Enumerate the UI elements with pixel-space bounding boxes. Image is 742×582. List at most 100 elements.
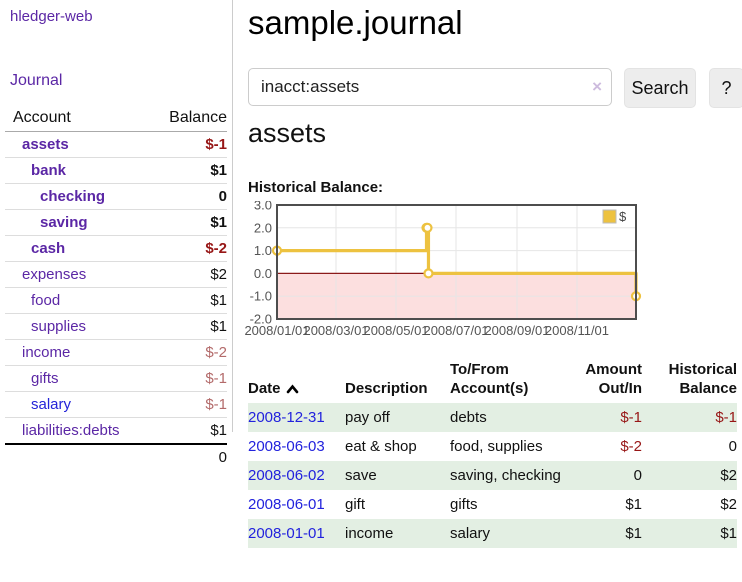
sidebar-account-row: saving $1 bbox=[5, 209, 227, 236]
transaction-date-cell: 2008-06-01 bbox=[248, 490, 345, 519]
chart-title: Historical Balance: bbox=[248, 179, 384, 196]
sidebar-account-link-supplies[interactable]: supplies bbox=[31, 318, 87, 335]
sidebar-account-row: supplies $1 bbox=[5, 313, 227, 340]
sidebar-account-link-checking[interactable]: checking bbox=[40, 188, 106, 205]
transaction-accounts-cell: saving, checking bbox=[450, 467, 561, 484]
sidebar-account-row: income $-2 bbox=[5, 339, 227, 366]
sidebar-account-link-cash[interactable]: cash bbox=[31, 240, 66, 257]
account-balance: $-1 bbox=[205, 136, 227, 153]
transaction-amount-cell: 0 bbox=[633, 467, 642, 484]
clear-search-icon[interactable]: × bbox=[592, 77, 602, 96]
x-axis-tick-label: 2008/07/01 bbox=[423, 323, 488, 338]
account-name-cell: gifts bbox=[5, 365, 153, 392]
register-row: 2008-12-31 pay off debts $-1 $-1 bbox=[248, 403, 737, 432]
account-balance: $2 bbox=[152, 261, 227, 288]
sidebar-account-row: bank $1 bbox=[5, 157, 227, 184]
account-balance: $-1 bbox=[152, 365, 227, 392]
data-point-marker bbox=[422, 222, 433, 233]
account-name-cell: supplies bbox=[5, 313, 153, 340]
sidebar-account-link-liabilities-debts[interactable]: liabilities:debts bbox=[22, 421, 120, 439]
transaction-date-cell: 2008-01-01 bbox=[248, 519, 345, 548]
sidebar-account-link-salary[interactable]: salary bbox=[31, 396, 72, 413]
transaction-date-cell: 2008-06-02 bbox=[248, 461, 345, 490]
register-table: Date Description To/From Account(s) Amou… bbox=[248, 358, 737, 548]
transaction-accounts-cell: gifts bbox=[450, 496, 478, 513]
account-balance: 0 bbox=[152, 183, 227, 210]
sidebar-account-row: assets $-1 bbox=[5, 132, 227, 158]
y-axis-tick-label: 3.0 bbox=[254, 201, 272, 213]
accounts-column-header: To/From Account(s) bbox=[450, 361, 529, 397]
account-column-header: Account bbox=[5, 106, 153, 132]
register-rows: 2008-12-31 pay off debts $-1 $-1 2008-06-03 ea… bbox=[248, 403, 737, 548]
transaction-description-cell: gift bbox=[345, 496, 366, 513]
transaction-date-cell: 2008-06-03 bbox=[248, 432, 345, 461]
transaction-date-link[interactable]: 2008-06-03 bbox=[248, 438, 325, 455]
balance-column-header-main: Historical Balance bbox=[668, 361, 737, 397]
search-form: × Search ? bbox=[248, 68, 742, 108]
app-title-link[interactable]: hledger-web bbox=[10, 8, 93, 25]
transaction-date-cell: 2008-12-31 bbox=[248, 403, 345, 432]
sidebar-account-link-saving[interactable]: saving bbox=[40, 214, 88, 231]
account-balance: $-2 bbox=[152, 339, 227, 366]
y-axis-tick-label: -2.0 bbox=[250, 312, 272, 327]
transaction-date-link[interactable]: 2008-06-02 bbox=[248, 467, 325, 484]
transaction-description-cell: pay off bbox=[345, 409, 390, 426]
transaction-amount-cell: $-2 bbox=[620, 438, 642, 455]
sidebar-account-row: salary $-1 bbox=[5, 391, 227, 418]
transaction-date-link[interactable]: 2008-01-01 bbox=[248, 525, 325, 542]
accounts-table: Account Balance assets $-1 bank $1 checking 0… bbox=[5, 106, 227, 470]
transaction-balance-cell: $2 bbox=[720, 496, 737, 513]
register-row: 2008-01-01 income salary $1 $1 bbox=[248, 519, 737, 548]
register-header-row: Date Description To/From Account(s) Amou… bbox=[248, 358, 737, 403]
sidebar-account-row: food $1 bbox=[5, 287, 227, 314]
sidebar-account-row: checking 0 bbox=[5, 183, 227, 210]
data-point-marker bbox=[423, 268, 434, 279]
accounts-table-header: Account Balance bbox=[5, 106, 227, 132]
transaction-date-link[interactable]: 2008-12-31 bbox=[248, 409, 325, 426]
transaction-amount-cell: $-1 bbox=[620, 409, 642, 426]
x-axis-tick-label: 2008/03/01 bbox=[303, 323, 368, 338]
account-name-cell: checking bbox=[5, 183, 153, 210]
search-input[interactable] bbox=[248, 68, 612, 106]
transaction-balance-cell: $-1 bbox=[715, 409, 737, 426]
transaction-description-cell: eat & shop bbox=[345, 438, 417, 455]
sidebar-account-link-income[interactable]: income bbox=[22, 344, 71, 361]
transaction-balance-cell: $1 bbox=[720, 525, 737, 542]
plot-border bbox=[276, 204, 637, 320]
account-name-cell: liabilities:debts bbox=[5, 417, 153, 444]
total-balance: 0 bbox=[152, 442, 227, 470]
sidebar-account-link-assets[interactable]: assets bbox=[22, 136, 69, 153]
register-row: 2008-06-01 gift gifts $1 $2 bbox=[248, 490, 737, 519]
transaction-amount-cell: $1 bbox=[625, 525, 642, 542]
search-button[interactable]: Search bbox=[624, 68, 696, 108]
transaction-description-cell: save bbox=[345, 467, 377, 484]
sidebar-account-row: gifts $-1 bbox=[5, 365, 227, 392]
y-axis-tick-label: 1.0 bbox=[254, 243, 272, 258]
sidebar-account-link-bank[interactable]: bank bbox=[31, 162, 67, 179]
sidebar-account-row: cash $-2 bbox=[5, 235, 227, 262]
transaction-amount-cell: $1 bbox=[625, 496, 642, 513]
sidebar-account-link-expenses[interactable]: expenses bbox=[22, 266, 87, 283]
search-input-wrap: × bbox=[248, 68, 612, 106]
transaction-balance-cell: $2 bbox=[720, 467, 737, 484]
account-name-cell: expenses bbox=[5, 261, 153, 288]
account-balance: $1 bbox=[152, 287, 227, 314]
transaction-accounts-cell: salary bbox=[450, 525, 491, 542]
x-axis-tick-label: 2008/05/01 bbox=[363, 323, 428, 338]
sidebar-item-journal[interactable]: Journal bbox=[10, 72, 63, 89]
sidebar-account-link-gifts[interactable]: gifts bbox=[31, 370, 59, 387]
account-name-cell: assets bbox=[5, 132, 153, 158]
legend-swatch-icon bbox=[602, 209, 617, 224]
transaction-accounts-cell: food, supplies bbox=[450, 438, 543, 455]
date-column-header[interactable]: Date bbox=[248, 358, 345, 403]
transaction-date-link[interactable]: 2008-06-01 bbox=[248, 496, 325, 513]
x-axis-tick-label: 2008/11/01 bbox=[545, 323, 609, 338]
register-row: 2008-06-02 save saving, checking 0 $2 bbox=[248, 461, 737, 490]
account-name-cell: income bbox=[5, 339, 153, 366]
chart-canvas: $3.0 2.0 1.0 0.0 -1.0 -2.02008/01/012008/03/0… bbox=[244, 198, 642, 338]
sidebar-account-link-food[interactable]: food bbox=[31, 292, 61, 309]
historical-balance-chart[interactable]: $3.0 2.0 1.0 0.0 -1.0 -2.0 2008/01/01 2008/03/0… bbox=[240, 198, 642, 347]
help-button[interactable]: ? bbox=[709, 68, 742, 108]
x-axis-tick-label: 2008/09/01 bbox=[484, 323, 549, 338]
account-balance: $-2 bbox=[152, 235, 227, 262]
